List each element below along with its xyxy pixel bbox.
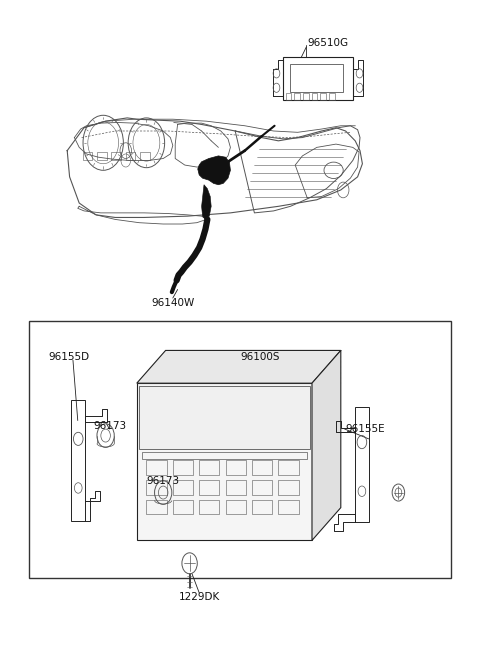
Text: 96155D: 96155D: [48, 352, 89, 362]
Polygon shape: [202, 185, 211, 219]
Polygon shape: [137, 350, 341, 383]
Bar: [199, 460, 219, 475]
Bar: [173, 480, 193, 495]
Bar: [83, 152, 92, 160]
Text: 96155E: 96155E: [346, 424, 385, 434]
Bar: [173, 460, 193, 475]
Bar: [278, 460, 299, 475]
Bar: [173, 500, 193, 514]
Polygon shape: [198, 156, 230, 185]
Bar: [226, 460, 246, 475]
Bar: [146, 460, 167, 475]
Text: 96510G: 96510G: [307, 37, 348, 48]
Bar: [139, 386, 310, 449]
Text: 96140W: 96140W: [151, 297, 194, 308]
Bar: [146, 500, 167, 514]
Polygon shape: [312, 350, 341, 540]
Bar: [71, 400, 85, 521]
Bar: [329, 93, 335, 100]
Bar: [278, 480, 299, 495]
Bar: [303, 93, 309, 100]
Bar: [199, 480, 219, 495]
Text: 1229DK: 1229DK: [179, 592, 220, 603]
Bar: [283, 57, 353, 100]
Bar: [199, 500, 219, 514]
Text: 96173: 96173: [146, 476, 180, 487]
Bar: [286, 93, 291, 100]
Bar: [252, 460, 272, 475]
Bar: [146, 480, 167, 495]
Bar: [320, 93, 326, 100]
Bar: [126, 152, 135, 160]
Bar: [111, 152, 121, 160]
Bar: [355, 407, 369, 522]
Bar: [290, 64, 343, 92]
Bar: [252, 480, 272, 495]
Bar: [252, 500, 272, 514]
Bar: [140, 152, 150, 160]
Text: 96173: 96173: [94, 421, 127, 431]
Bar: [312, 93, 317, 100]
Bar: [278, 500, 299, 514]
Bar: [97, 152, 107, 160]
Bar: [294, 93, 300, 100]
Bar: [226, 480, 246, 495]
Bar: [142, 452, 307, 458]
Bar: [29, 321, 451, 578]
Text: 96100S: 96100S: [240, 352, 279, 362]
Bar: [137, 383, 312, 540]
Bar: [226, 500, 246, 514]
